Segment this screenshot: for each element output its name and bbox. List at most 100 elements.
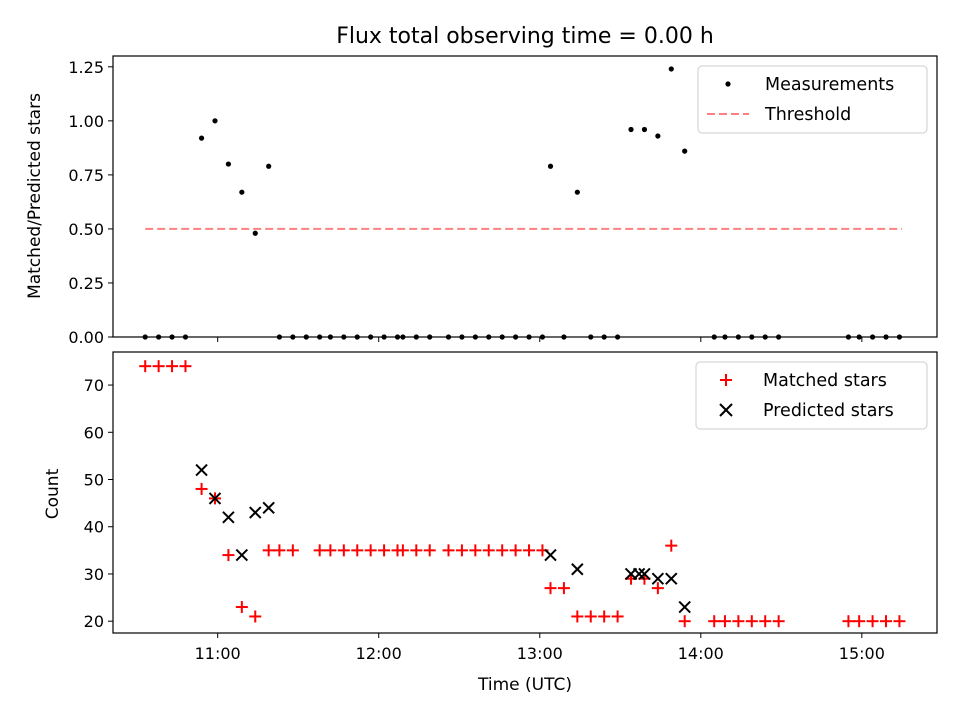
matched-star-point bbox=[396, 544, 409, 557]
bottom-x-ticks: 11:00 12:00 13:00 14:00 15:00 bbox=[195, 633, 885, 663]
x-tick-label: 11:00 bbox=[195, 644, 241, 663]
matched-star-point bbox=[842, 615, 855, 628]
matched-star-point bbox=[745, 615, 758, 628]
top-panel: Flux total observing time = 0.00 h 0.000… bbox=[25, 24, 938, 347]
predicted-star-point bbox=[571, 563, 584, 576]
matched-star-point bbox=[195, 482, 208, 495]
x-tick-label: 15:00 bbox=[839, 644, 885, 663]
bottom-y-axis-label: Count bbox=[43, 468, 63, 519]
top-y-tick-label: 1.00 bbox=[68, 112, 104, 131]
matched-star-point bbox=[351, 544, 364, 557]
matched-star-point bbox=[378, 544, 391, 557]
matched-star-point bbox=[866, 615, 879, 628]
matched-star-point bbox=[262, 544, 275, 557]
legend-label-predicted-stars: Predicted stars bbox=[763, 401, 894, 421]
x-axis-label: Time (UTC) bbox=[477, 675, 572, 695]
top-x-ticks bbox=[217, 337, 863, 342]
predicted-star-point bbox=[678, 600, 691, 614]
matched-star-point bbox=[364, 544, 377, 557]
predicted-star-point bbox=[665, 572, 678, 585]
measurement-point bbox=[266, 163, 272, 169]
bottom-y-ticks: 20 30 40 50 60 70 bbox=[84, 376, 113, 631]
matched-star-point bbox=[179, 360, 192, 373]
matched-star-point bbox=[286, 544, 299, 557]
matched-star-point bbox=[759, 615, 772, 628]
legend-marker-predicted-stars bbox=[719, 403, 733, 417]
chart-title: Flux total observing time = 0.00 h bbox=[336, 24, 714, 49]
legend-label-matched-stars: Matched stars bbox=[763, 371, 887, 391]
top-y-tick-label: 0.25 bbox=[68, 274, 104, 293]
x-tick-label: 12:00 bbox=[356, 644, 402, 663]
matched-star-point bbox=[152, 360, 165, 373]
top-axes-frame bbox=[112, 55, 938, 338]
matched-star-point bbox=[665, 539, 678, 552]
predicted-star-point bbox=[651, 572, 665, 585]
matched-star-point bbox=[678, 615, 691, 628]
measurement-point bbox=[574, 189, 580, 195]
matched-star-point bbox=[324, 544, 337, 557]
top-legend-box bbox=[697, 65, 928, 134]
matched-star-point bbox=[772, 615, 785, 628]
top-y-tick-label: 0.50 bbox=[68, 220, 104, 239]
top-legend: Measurements Threshold bbox=[697, 65, 928, 134]
matched-star-point bbox=[853, 615, 866, 628]
matched-star-point bbox=[598, 610, 611, 623]
matched-star-point bbox=[893, 615, 906, 628]
measurement-point bbox=[225, 161, 232, 167]
top-y-tick-label: 0.00 bbox=[68, 328, 104, 347]
predicted-star-point bbox=[195, 463, 208, 477]
predicted-star-point bbox=[544, 548, 557, 562]
matched-star-point bbox=[337, 544, 350, 557]
matched-star-point bbox=[273, 544, 286, 557]
matched-star-point bbox=[410, 544, 423, 557]
predicted-star-point bbox=[638, 567, 651, 581]
top-y-axis-label: Matched/Predicted stars bbox=[25, 93, 45, 299]
top-y-tick-label: 0.75 bbox=[68, 166, 104, 185]
predicted-star-point bbox=[235, 548, 249, 562]
predicted-star-point bbox=[208, 492, 222, 505]
matched-star-point bbox=[442, 544, 455, 557]
matched-star-point bbox=[482, 544, 495, 557]
measurement-point bbox=[547, 163, 554, 169]
matched-star-point bbox=[880, 615, 893, 628]
bottom-legend: Matched stars Predicted stars bbox=[695, 361, 928, 430]
matched-star-point bbox=[455, 544, 468, 557]
bottom-legend-box bbox=[695, 361, 928, 430]
measurement-point bbox=[239, 189, 245, 195]
bottom-y-tick-label: 50 bbox=[84, 471, 104, 490]
matched-star-point bbox=[732, 615, 745, 628]
measurement-point bbox=[641, 126, 648, 133]
matched-star-point bbox=[139, 360, 152, 373]
legend-label-measurements: Measurements bbox=[765, 75, 894, 95]
bottom-y-tick-label: 70 bbox=[84, 376, 104, 395]
legend-marker-measurements bbox=[725, 81, 731, 87]
bottom-y-tick-label: 20 bbox=[84, 612, 104, 631]
measurement-point bbox=[212, 118, 218, 124]
matched-star-point bbox=[544, 582, 557, 595]
bottom-panel: 20 30 40 50 60 70 11:00 12:00 13:00 14:00 15:00 C… bbox=[43, 351, 938, 695]
matched-star-point bbox=[571, 610, 584, 623]
legend-marker-matched-stars bbox=[720, 374, 732, 386]
matched-star-point bbox=[496, 544, 509, 557]
top-y-ticks: 0.00 0.25 0.50 0.75 1.00 1.25 bbox=[68, 58, 113, 347]
matched-star-point bbox=[423, 544, 436, 557]
matched-star-point bbox=[235, 601, 248, 614]
matched-star-point bbox=[249, 610, 262, 623]
matched-star-point bbox=[611, 610, 624, 623]
matched-star-point bbox=[651, 582, 664, 595]
predicted-star-point bbox=[222, 511, 235, 524]
predicted-star-point bbox=[249, 506, 262, 519]
top-y-tick-label: 1.25 bbox=[68, 58, 104, 77]
measurement-point bbox=[668, 66, 674, 72]
matched-star-point bbox=[523, 544, 536, 557]
bottom-axes-frame bbox=[112, 351, 938, 634]
matched-star-point bbox=[718, 615, 731, 628]
predicted-star-point bbox=[632, 567, 646, 581]
bottom-y-tick-label: 60 bbox=[84, 423, 104, 442]
predicted-star-point bbox=[262, 501, 275, 515]
measurement-point bbox=[252, 230, 258, 236]
matched-star-point bbox=[313, 544, 326, 557]
matched-star-point bbox=[222, 549, 235, 562]
bottom-y-tick-label: 30 bbox=[84, 565, 104, 584]
